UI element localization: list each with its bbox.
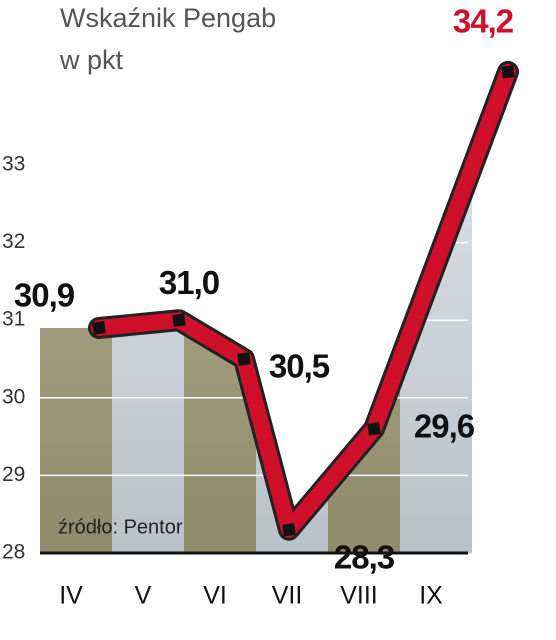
line [91, 63, 516, 538]
chart-subtitle: w pkt [59, 45, 124, 75]
x-tick-label: V [135, 582, 152, 610]
y-tick-label: 32 [2, 230, 25, 253]
x-tick-label: VII [272, 582, 303, 610]
point [501, 65, 515, 79]
x-tick-label: VIII [340, 582, 378, 610]
source: źródło: Pentor [58, 516, 183, 538]
value-label: 34,2 [453, 3, 514, 40]
x-tick-label: VI [203, 582, 227, 610]
y-tick-label: 33 [2, 153, 25, 176]
y-tick-label: 28 [2, 541, 25, 564]
point [92, 321, 106, 335]
y-tick-label: 30 [2, 385, 25, 408]
value-label: 30,9 [14, 277, 75, 314]
value-label: 31,0 [159, 264, 219, 301]
value-label: 29,6 [414, 408, 475, 445]
y-tick-label: 31 [2, 308, 25, 331]
x-tick-label: IV [59, 582, 83, 610]
value-label: 28,3 [334, 538, 395, 575]
point [282, 522, 296, 537]
chart-title: Wskaźnik Pengab [60, 3, 276, 33]
point [237, 352, 251, 366]
y-tick-label: 29 [2, 463, 25, 486]
point [172, 313, 186, 327]
value-label: 30,5 [269, 348, 330, 385]
point [367, 422, 381, 436]
x-tick-label: IX [419, 582, 443, 610]
